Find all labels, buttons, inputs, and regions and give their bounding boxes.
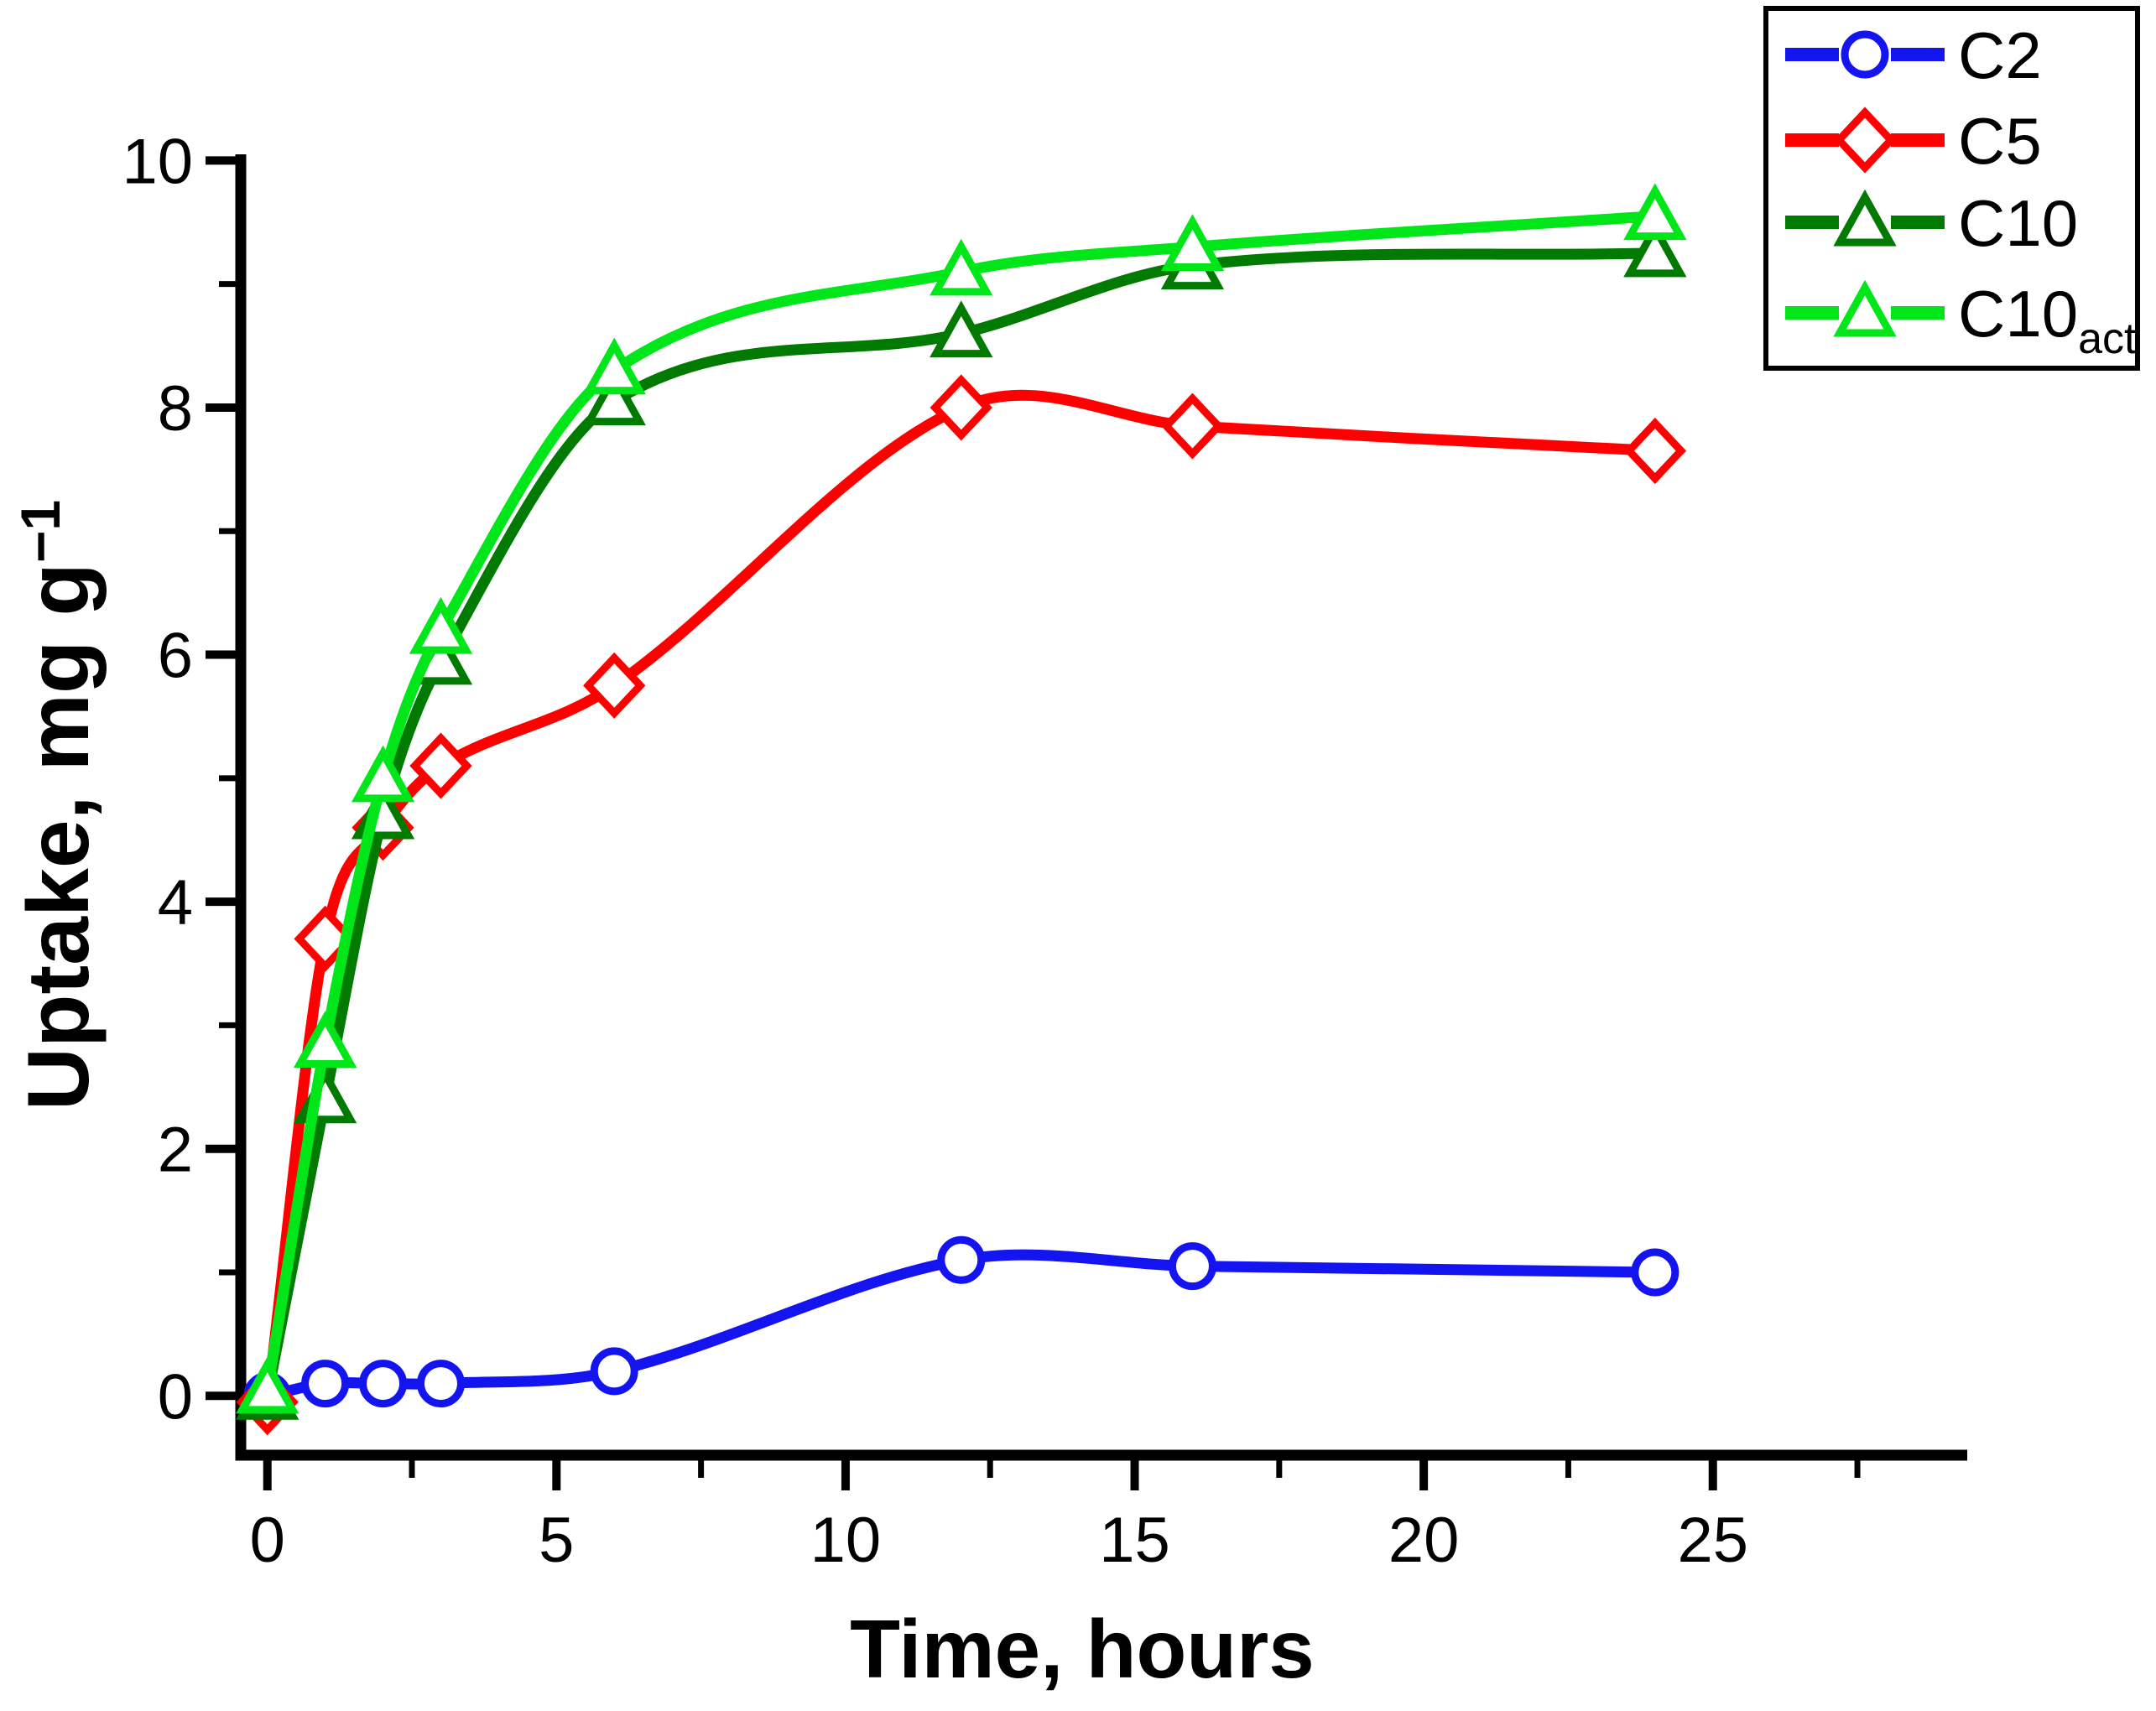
data-point-marker-diamond bbox=[583, 652, 646, 719]
data-point-marker-triangle bbox=[1833, 279, 1897, 337]
y-tick-label: 0 bbox=[158, 1361, 193, 1433]
legend-row-c5: C5 bbox=[1785, 104, 2042, 178]
y-axis-title-superscript: −1 bbox=[9, 500, 71, 563]
data-point-marker-triangle bbox=[1833, 189, 1897, 247]
data-point-marker-circle bbox=[937, 1235, 986, 1284]
data-point-marker-triangle bbox=[582, 337, 646, 395]
data-point-marker-triangle bbox=[351, 745, 415, 803]
data-point-marker-triangle bbox=[1623, 220, 1687, 278]
legend-row-c2: C2 bbox=[1785, 18, 2042, 92]
y-axis-title-main: Uptake, mg g bbox=[10, 563, 107, 1110]
data-point-marker-diamond bbox=[930, 374, 992, 441]
x-tick-label: 15 bbox=[1099, 1505, 1170, 1576]
x-axis-title: Time, hours bbox=[850, 1603, 1315, 1695]
x-tick-label: 0 bbox=[250, 1505, 285, 1576]
data-point-marker-triangle bbox=[930, 238, 993, 296]
x-tick-label: 10 bbox=[810, 1505, 882, 1576]
data-point-marker-diamond bbox=[1161, 393, 1224, 460]
data-point-marker-circle bbox=[359, 1360, 408, 1408]
x-tick-label: 5 bbox=[539, 1505, 574, 1576]
axis-frame bbox=[235, 154, 1967, 1461]
data-point-marker-circle bbox=[1841, 30, 1889, 79]
legend-label: C10act bbox=[1958, 277, 2137, 363]
y-tick-label: 4 bbox=[158, 867, 193, 939]
legend-label: C5 bbox=[1958, 104, 2042, 178]
data-point-marker-circle bbox=[416, 1360, 465, 1408]
y-axis-tick-labels: 0 2 4 6 8 10 bbox=[122, 126, 193, 1433]
legend-row-c10act: C10act bbox=[1785, 277, 2137, 363]
data-point-marker-circle bbox=[301, 1360, 350, 1408]
x-tick-label: 25 bbox=[1677, 1505, 1748, 1576]
y-axis-ticks bbox=[206, 156, 241, 1401]
legend-label-subscript: act bbox=[2078, 315, 2137, 363]
data-point-marker-triangle bbox=[1160, 214, 1225, 271]
legend-label-text: C2 bbox=[1958, 18, 2042, 92]
legend-label: C2 bbox=[1958, 18, 2042, 92]
data-point-marker-diamond bbox=[1833, 107, 1897, 174]
data-point-marker-triangle bbox=[1623, 183, 1687, 241]
x-axis-ticks bbox=[263, 1455, 1861, 1490]
x-axis-tick-labels: 0 5 10 15 20 25 bbox=[250, 1505, 1748, 1576]
y-tick-label: 10 bbox=[122, 126, 193, 197]
data-point-marker-circle bbox=[1168, 1242, 1216, 1291]
series-C10act bbox=[236, 183, 1687, 1414]
y-tick-label: 6 bbox=[158, 621, 193, 692]
data-point-marker-diamond bbox=[409, 732, 472, 799]
series-layer bbox=[236, 183, 1687, 1436]
data-point-marker-circle bbox=[590, 1347, 638, 1396]
x-tick-label: 20 bbox=[1388, 1505, 1460, 1576]
y-tick-label: 2 bbox=[158, 1115, 193, 1186]
data-point-marker-triangle bbox=[930, 300, 993, 358]
data-point-marker-triangle bbox=[293, 1011, 357, 1069]
series-C2 bbox=[243, 1235, 1679, 1420]
legend-label: C10 bbox=[1958, 186, 2078, 260]
data-point-marker-diamond bbox=[1623, 417, 1686, 485]
y-axis-title: Uptake, mg g−1 bbox=[9, 500, 107, 1110]
legend-label-text: C5 bbox=[1958, 104, 2042, 178]
legend-row-c10: C10 bbox=[1785, 186, 2078, 260]
data-point-marker-triangle bbox=[409, 596, 473, 654]
y-tick-label: 8 bbox=[158, 373, 193, 445]
data-point-marker-circle bbox=[1631, 1248, 1679, 1297]
legend-label-text: C10 bbox=[1958, 277, 2078, 351]
data-point-marker-triangle bbox=[236, 1356, 299, 1414]
data-point-marker-triangle bbox=[582, 368, 646, 426]
legend-label-text: C10 bbox=[1958, 186, 2078, 260]
